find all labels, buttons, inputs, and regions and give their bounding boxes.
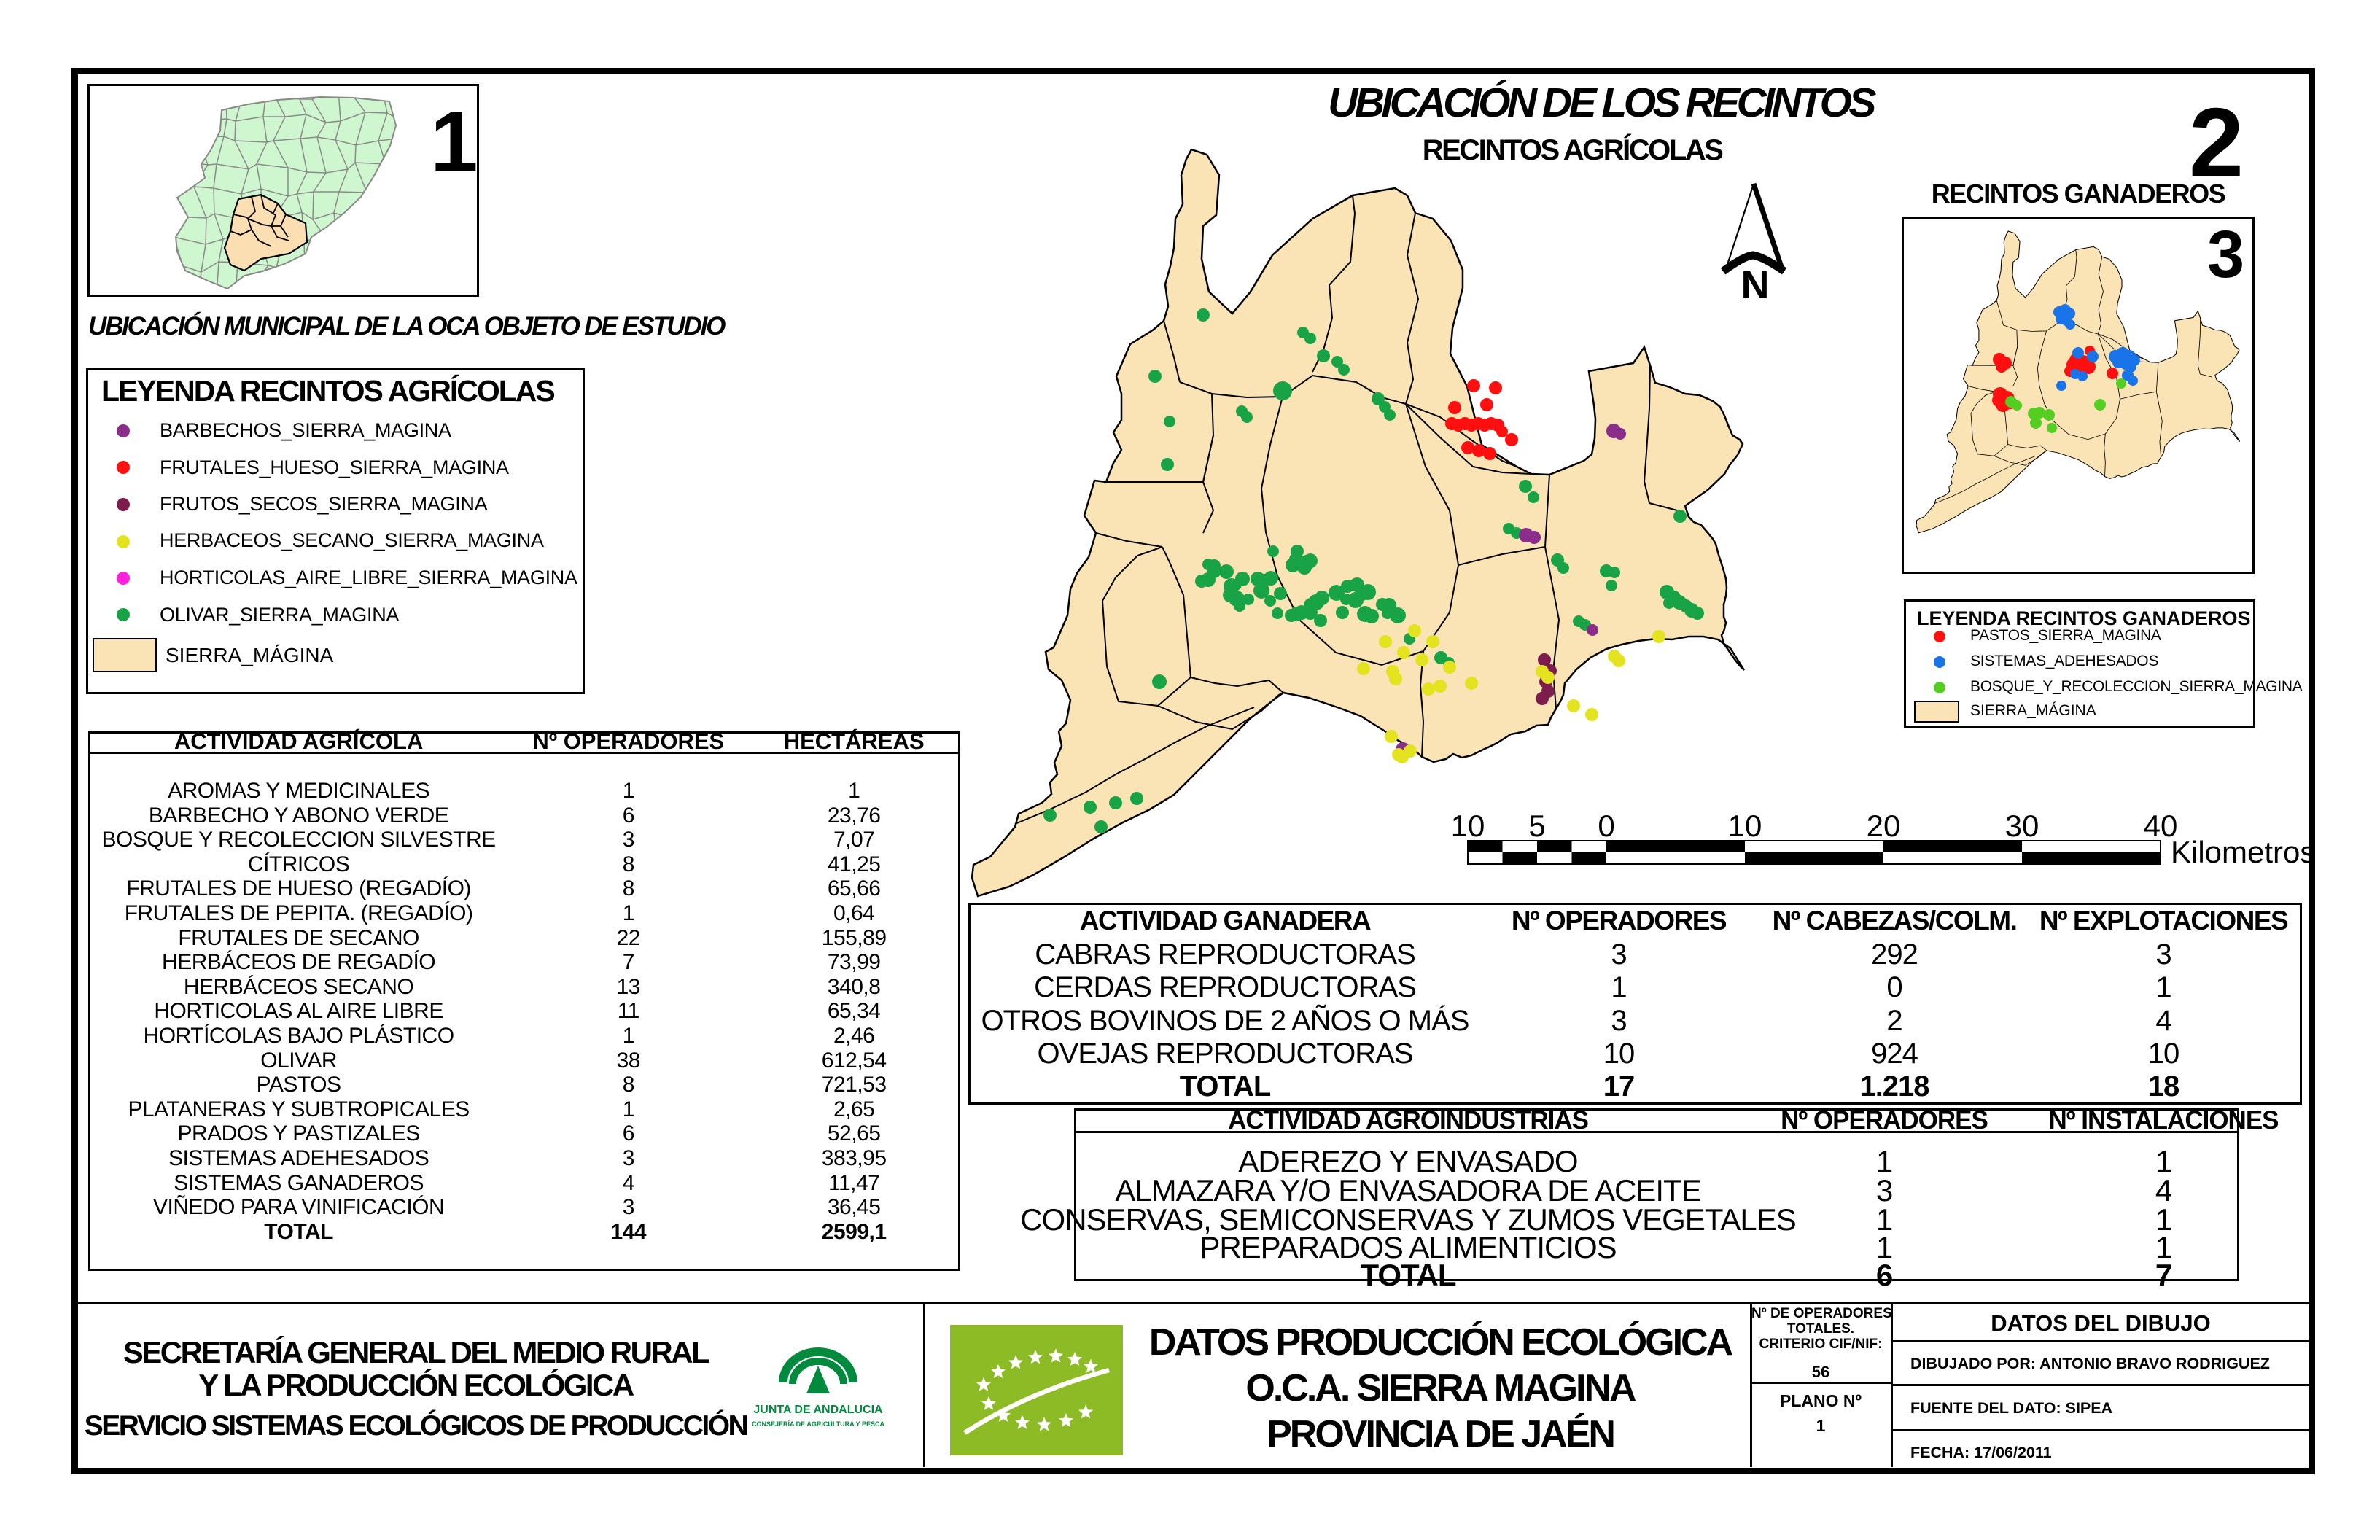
svg-text:10: 10 (1451, 809, 1485, 843)
svg-text:Kilometros: Kilometros (2171, 835, 2315, 869)
svg-text:JUNTA DE ANDALUCIA: JUNTA DE ANDALUCIA (753, 1404, 883, 1416)
svg-text:5: 5 (1528, 809, 1545, 843)
svg-text:30: 30 (2005, 809, 2039, 843)
svg-text:N: N (1741, 263, 1770, 307)
svg-text:0: 0 (1598, 809, 1614, 843)
svg-text:10: 10 (1728, 809, 1762, 843)
svg-text:40: 40 (2144, 809, 2178, 843)
svg-text:20: 20 (1867, 809, 1901, 843)
svg-text:CONSEJERÍA DE AGRICULTURA Y PE: CONSEJERÍA DE AGRICULTURA Y PESCA (752, 1420, 885, 1428)
